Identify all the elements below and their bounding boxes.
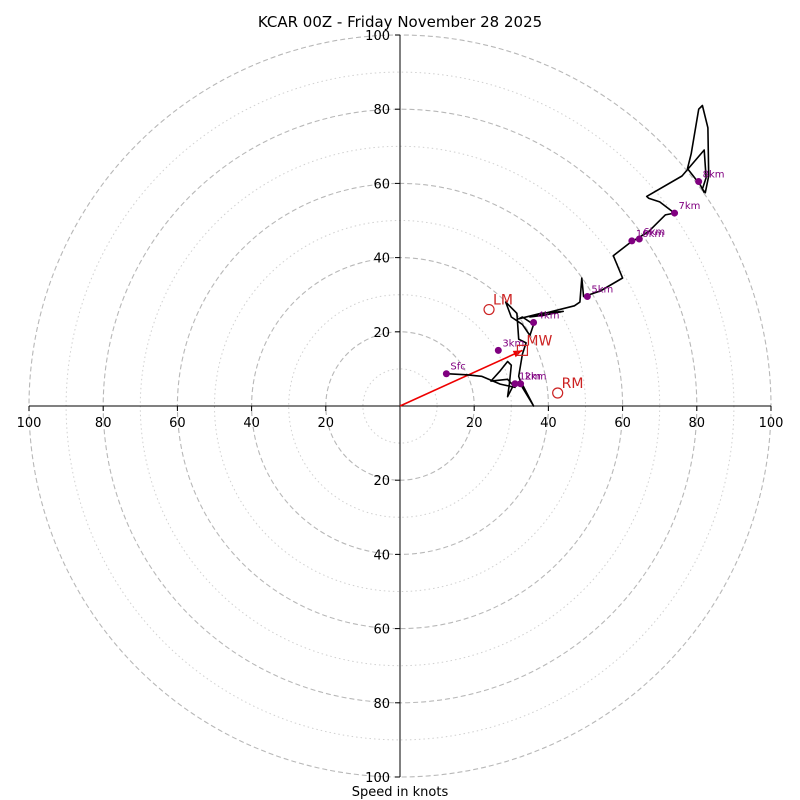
height-marker-dot	[517, 380, 525, 388]
mean-wind-vector	[399, 349, 523, 407]
height-marker-label: 6km	[643, 227, 665, 238]
height-marker-label: 5km	[591, 285, 613, 296]
height-marker-label: Sfc	[450, 362, 465, 373]
mw-marker	[516, 344, 529, 356]
storm-motions: LM MW RM	[483, 293, 584, 399]
tick-labels: 100 80 60 40 20 20 40 60 80 100 100 80 60 40 20 20 40 60 8…	[17, 29, 784, 786]
height-marker-label: 1km	[519, 372, 541, 383]
height-marker-label: 2km	[525, 372, 547, 383]
x-tick-label: 60	[614, 416, 631, 431]
height-marker-dot	[494, 346, 502, 354]
y-tick-label: 80	[373, 103, 390, 118]
height-marker-label: 4km	[538, 311, 560, 322]
y-tick-label: 60	[373, 177, 390, 192]
x-tick-label: 40	[540, 416, 557, 431]
hodograph-trace	[446, 104, 710, 407]
y-tick-label: 100	[365, 771, 390, 786]
x-tick-label: 60	[169, 416, 186, 431]
height-marker-dot	[511, 380, 519, 388]
height-marker-dot	[530, 319, 538, 327]
y-tick-label: 100	[365, 29, 390, 44]
x-tick-label: 80	[689, 416, 706, 431]
height-marker-dot	[583, 293, 591, 301]
height-marker-label: 3km	[502, 338, 524, 349]
rm-marker	[552, 387, 564, 399]
x-tick-label: 100	[759, 416, 784, 431]
y-tick-label: 40	[373, 252, 390, 267]
x-axis-label: Speed in knots	[352, 785, 449, 800]
lm-label: LM	[493, 293, 513, 309]
y-tick-label: 20	[373, 326, 390, 341]
height-marker-label: 7km	[679, 201, 701, 212]
chart-title: KCAR 00Z - Friday November 28 2025	[258, 13, 542, 31]
height-marker-dot	[635, 235, 643, 243]
lm-marker	[483, 303, 495, 316]
y-tick-label: 80	[373, 697, 390, 712]
x-tick-label: 20	[318, 416, 335, 431]
x-tick-label: 100	[17, 416, 42, 431]
x-tick-label: 20	[466, 416, 483, 431]
y-tick-label: 20	[373, 474, 390, 489]
height-marker-label: 8km	[703, 170, 725, 181]
mw-label: MW	[526, 333, 552, 349]
y-tick-label: 40	[373, 548, 390, 563]
x-tick-label: 80	[95, 416, 112, 431]
height-marker-dot	[671, 209, 679, 217]
rm-label: RM	[562, 376, 584, 392]
height-marker-label: 10km	[636, 229, 664, 240]
x-tick-label: 40	[243, 416, 260, 431]
height-marker-dot	[695, 178, 703, 186]
height-marker-dot	[442, 370, 450, 378]
height-marker-dot	[628, 237, 636, 245]
wind-profile	[446, 104, 710, 407]
vector-shaft	[399, 349, 523, 407]
y-tick-label: 60	[373, 623, 390, 638]
